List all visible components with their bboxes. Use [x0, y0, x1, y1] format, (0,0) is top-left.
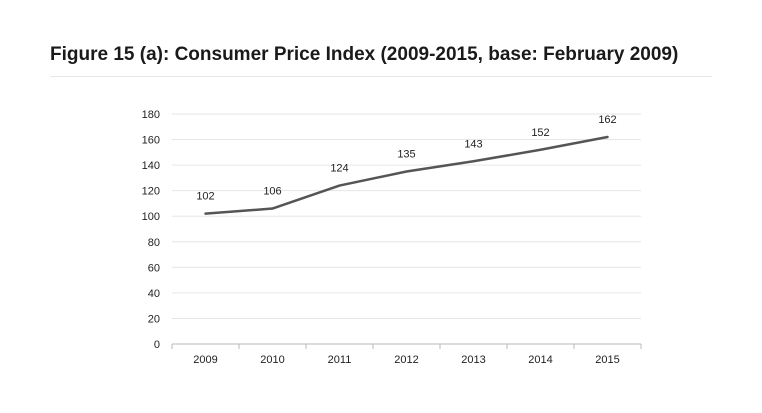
data-labels: 102 106 124 135 143 152 162 [196, 114, 616, 203]
x-tick-label: 2014 [528, 354, 552, 366]
data-label: 162 [598, 114, 616, 126]
data-label: 143 [464, 138, 482, 150]
y-tick-label: 80 [148, 237, 160, 249]
y-tick-label: 140 [142, 160, 160, 172]
y-tick-label: 120 [142, 186, 160, 198]
y-tick-label: 60 [148, 262, 160, 274]
y-tick-label: 40 [148, 288, 160, 300]
y-tick-label: 160 [142, 135, 160, 147]
data-label: 102 [196, 191, 214, 203]
y-tick-label: 0 [154, 339, 160, 351]
y-tick-label: 100 [142, 211, 160, 223]
chart-title: Figure 15 (a): Consumer Price Index (200… [50, 44, 679, 65]
gridlines [172, 113, 641, 319]
y-tick-label: 20 [148, 313, 160, 325]
x-axis-ticks: 2009 2010 2011 2012 2013 2014 2015 [171, 344, 642, 366]
y-axis-ticks: 0 20 40 60 80 100 120 140 160 180 [142, 109, 160, 351]
data-label: 124 [330, 163, 348, 175]
x-tick-label: 2013 [461, 354, 485, 366]
x-tick-label: 2009 [193, 354, 217, 366]
x-tick-label: 2011 [328, 354, 352, 366]
series-line [204, 135, 609, 215]
data-label: 152 [531, 127, 549, 139]
y-tick-label: 180 [142, 109, 160, 121]
data-label: 135 [397, 149, 415, 161]
title-divider [50, 76, 712, 77]
x-tick-label: 2010 [260, 354, 284, 366]
x-tick-label: 2015 [595, 354, 619, 366]
x-tick-label: 2012 [394, 354, 418, 366]
data-label: 106 [263, 186, 281, 198]
